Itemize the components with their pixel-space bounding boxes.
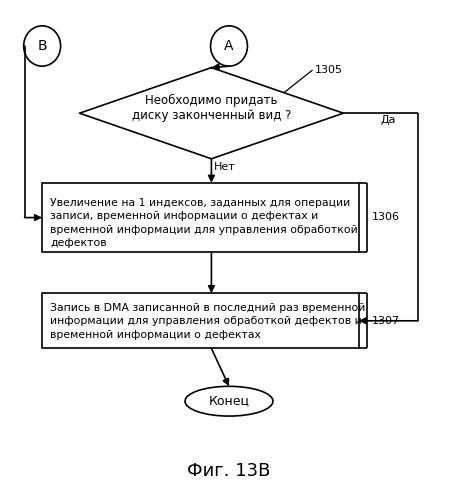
Text: 1306: 1306	[372, 212, 400, 222]
Text: Фиг. 13В: Фиг. 13В	[187, 462, 271, 480]
Text: Да: Да	[381, 116, 396, 126]
Text: Нет: Нет	[214, 162, 235, 172]
Text: А: А	[224, 39, 234, 53]
Text: 1307: 1307	[372, 316, 400, 326]
Text: Конец: Конец	[208, 394, 250, 407]
Text: Необходимо придать
диску законченный вид ?: Необходимо придать диску законченный вид…	[132, 94, 291, 122]
Text: Запись в DMA записанной в последний раз временной
информации для управления обра: Запись в DMA записанной в последний раз …	[50, 303, 365, 340]
Text: В: В	[37, 39, 47, 53]
Text: 1305: 1305	[315, 65, 343, 75]
Bar	[42, 183, 359, 252]
Bar	[42, 293, 359, 348]
Text: Увеличение на 1 индексов, заданных для операции
записи, временной информации о д: Увеличение на 1 индексов, заданных для о…	[50, 198, 358, 248]
